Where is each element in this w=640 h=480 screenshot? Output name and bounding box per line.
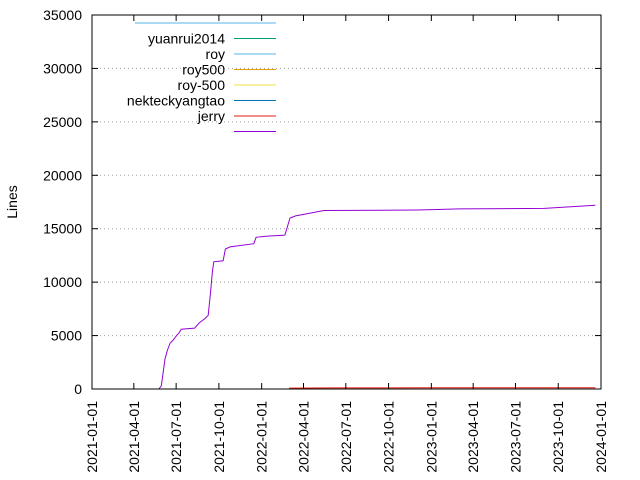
legend-label: roy — [206, 46, 225, 62]
legend-label: yuanrui2014 — [148, 31, 225, 47]
x-tick-label: 2022-04-01 — [296, 401, 312, 473]
axes: 0 5000 10000 15000 20000 25000 30000 35000 2021-… — [43, 7, 609, 473]
y-tick-label: 30000 — [43, 60, 82, 76]
x-tick-label: 2023-01-01 — [423, 401, 439, 473]
y-tick-label: 20000 — [43, 167, 82, 183]
y-tick-label: 0 — [74, 381, 82, 397]
y-tick-label: 35000 — [43, 7, 82, 23]
x-tick-label: 2022-07-01 — [338, 401, 354, 473]
x-tick-label: 2023-04-01 — [465, 401, 481, 473]
series-line — [158, 204, 596, 390]
legend: yuanrui2014royroy500roy-500nekteckyangta… — [127, 22, 276, 132]
legend-label: nekteckyangtao — [127, 93, 225, 109]
y-tick-label: 10000 — [43, 274, 82, 290]
x-tick-label: 2024-01-01 — [593, 401, 609, 473]
plot-frame — [91, 14, 602, 390]
gridlines — [92, 67, 601, 337]
x-tick-label: 2022-01-01 — [254, 401, 270, 473]
x-tick-label: 2021-10-01 — [211, 401, 227, 473]
x-tick-label: 2021-07-01 — [168, 401, 184, 473]
x-tick-label: 2022-10-01 — [381, 401, 397, 473]
y-axis-title: Lines — [4, 185, 20, 218]
x-tick-label: 2023-10-01 — [550, 401, 566, 473]
y-tick-label: 25000 — [43, 114, 82, 130]
y-tick-label: 15000 — [43, 221, 82, 237]
plot-area — [92, 14, 596, 390]
y-tick-label: 5000 — [51, 328, 82, 344]
legend-label: roy500 — [182, 62, 225, 78]
x-tick-label: 2021-01-01 — [84, 401, 100, 473]
legend-label: jerry — [197, 108, 225, 124]
legend-label: roy-500 — [178, 77, 226, 93]
x-tick-label: 2023-07-01 — [507, 401, 523, 473]
x-tick-label: 2021-04-01 — [126, 401, 142, 473]
